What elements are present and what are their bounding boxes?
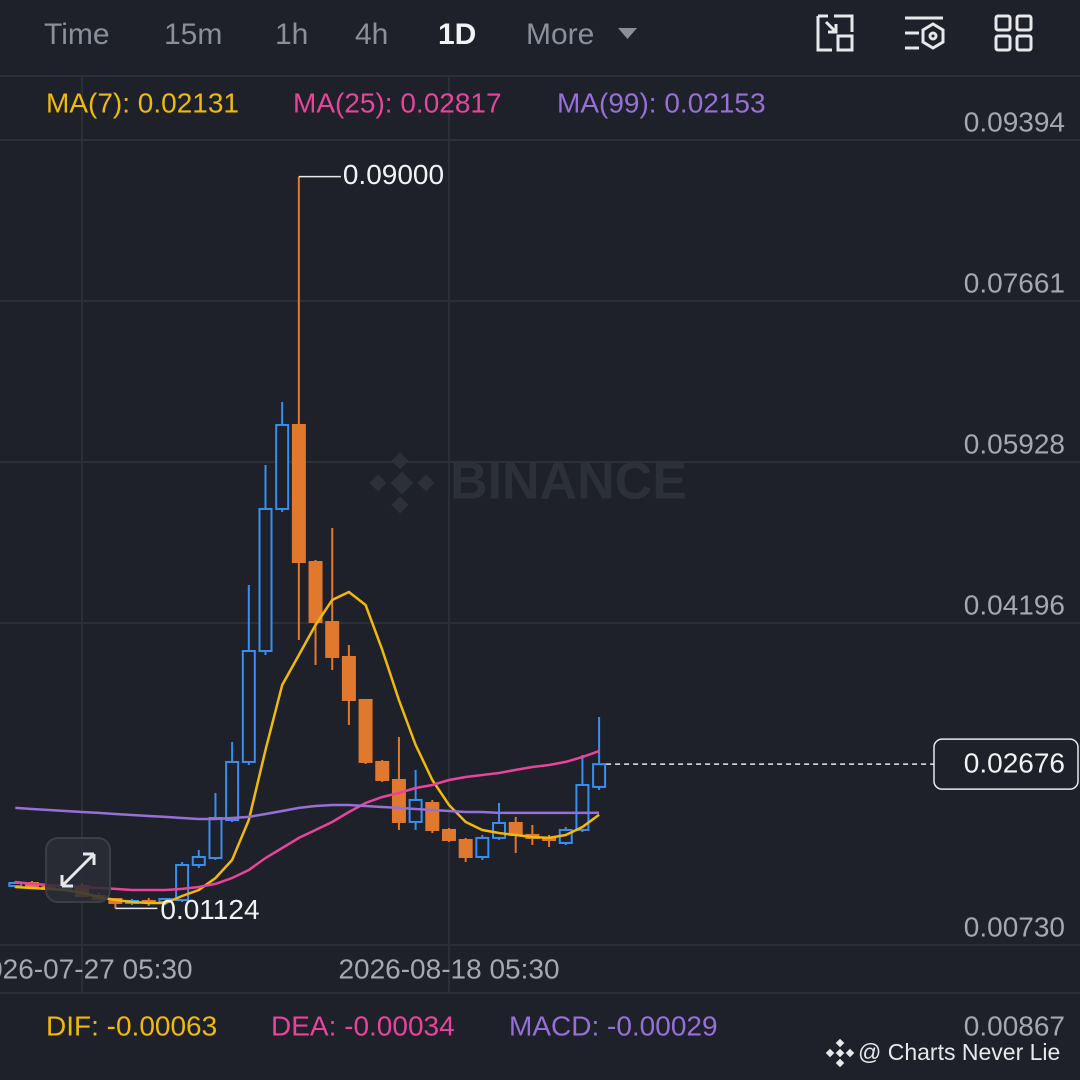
icon-layout[interactable]: [994, 14, 1033, 52]
y-tick-label: 0.05928: [964, 428, 1065, 459]
min-label: 0.01124: [160, 894, 259, 925]
icon-expand-chart[interactable]: [816, 14, 854, 52]
candle-body: [458, 838, 473, 858]
candle-body: [508, 821, 523, 836]
interval-tab[interactable]: Time: [44, 18, 110, 51]
y-tick-label: 0.00730: [964, 911, 1065, 942]
interval-tab[interactable]: 1h: [275, 18, 308, 51]
legend-entry: MA(7): 0.02131: [46, 87, 239, 118]
candle-body: [358, 698, 373, 763]
last-price-label: 0.02676: [964, 748, 1065, 779]
y-tick-label: 0.09394: [964, 106, 1065, 137]
candle-body: [375, 760, 390, 781]
candle-body: [225, 760, 240, 822]
interval-tab[interactable]: 15m: [164, 18, 222, 51]
candle-body: [592, 763, 607, 788]
footer: @ Charts Never Lie: [825, 1038, 1060, 1068]
candle-body: [208, 816, 223, 860]
x-tick-label: 2026-08-18 05:30: [338, 953, 559, 984]
fullscreen-button[interactable]: [45, 837, 111, 903]
legend-entry: MA(25): 0.02817: [293, 87, 502, 118]
dropdown-arrow[interactable]: [618, 28, 637, 39]
y-tick-label: 0.07661: [964, 267, 1065, 298]
candle-body: [291, 423, 306, 564]
interval-tab[interactable]: 1D: [438, 18, 476, 51]
macd-y-tick-label: 0.00867: [964, 1010, 1065, 1041]
macd-legend-entry: DIF: -0.00063: [46, 1010, 217, 1041]
candle-body: [391, 778, 406, 823]
max-label: 0.09000: [343, 159, 444, 190]
candle-body: [175, 863, 190, 902]
legend: MA(7): 0.02131 MA(25): 0.02817 MA(99): 0.0…: [46, 87, 766, 118]
watermark-text: BINANCE: [450, 453, 687, 511]
ma-line: [15, 803, 600, 821]
candle-body: [258, 507, 273, 653]
macd-legend-entry: MACD: -0.00029: [509, 1010, 718, 1041]
candle-body: [308, 561, 323, 624]
macd-legend-entry: DEA: -0.00034: [271, 1010, 455, 1041]
candle-body: [425, 802, 440, 831]
interval-tab[interactable]: 4h: [355, 18, 388, 51]
candle-body: [475, 836, 490, 858]
candle-body: [241, 650, 256, 763]
plot-area: 0.09000 0.01124 0.02676: [8, 159, 1079, 925]
x-tick-label: 2026-07-27 05:30: [0, 953, 193, 984]
last-price-box: [933, 738, 1079, 790]
candle-body: [441, 828, 456, 841]
candle-body: [325, 621, 340, 658]
macd-panel: DIF: -0.00063 DEA: -0.00034 MACD: -0.00029…: [46, 1010, 1065, 1041]
candle-body: [408, 798, 423, 823]
ma-line: [15, 590, 600, 905]
candle-body: [341, 655, 356, 701]
ma-line: [15, 749, 600, 892]
candle-body: [575, 783, 590, 831]
y-tick-label: 0.04196: [964, 589, 1065, 620]
candle-body: [191, 855, 206, 866]
toolbar: Time 15m 1h 4h 1D More: [44, 18, 594, 51]
interval-tab[interactable]: More: [526, 18, 594, 51]
grid: 0.09394 0.07661 0.05928 0.04196 0.00730 2026-…: [0, 75, 1080, 993]
legend-entry: MA(99): 0.02153: [557, 87, 766, 118]
footer-text: @ Charts Never Lie: [858, 1039, 1060, 1065]
candle-body: [492, 821, 507, 839]
icon-settings[interactable]: [905, 16, 945, 50]
candle-body: [275, 423, 290, 510]
